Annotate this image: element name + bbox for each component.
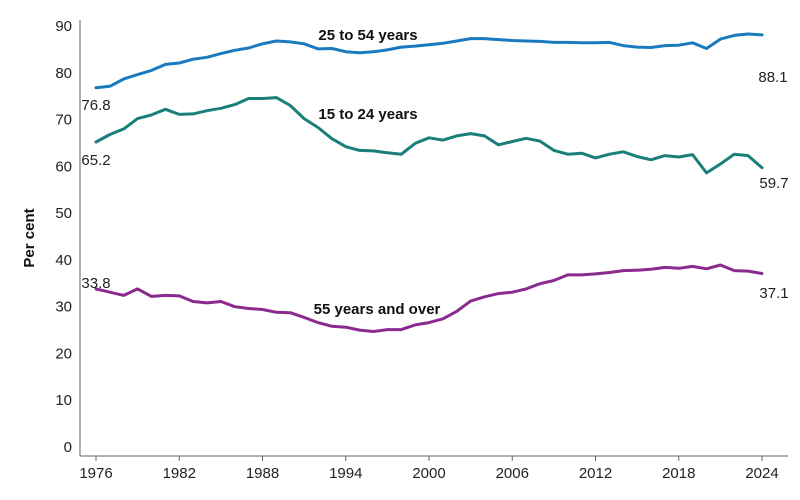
end-value-15-24: 59.7 [759, 175, 788, 192]
series-line-15-24 [94, 96, 764, 175]
start-value-55-over: 33.8 [81, 275, 110, 292]
series-lines [94, 32, 764, 333]
y-tick-label: 50 [55, 205, 72, 222]
y-tick-label: 40 [55, 252, 72, 269]
series-label-55-over: 55 years and over [314, 301, 441, 318]
y-tick-label: 20 [55, 345, 72, 362]
series-label-25-54: 25 to 54 years [318, 27, 417, 44]
y-tick-label: 30 [55, 299, 72, 316]
x-tick-label: 2024 [745, 465, 778, 482]
y-tick-label: 0 [64, 439, 72, 456]
x-tick-label: 2018 [662, 465, 695, 482]
y-tick-label: 10 [55, 392, 72, 409]
x-tick-label: 1976 [79, 465, 112, 482]
y-tick-label: 60 [55, 158, 72, 175]
series-label-15-24: 15 to 24 years [318, 106, 417, 123]
x-tick-label: 2006 [496, 465, 529, 482]
y-axis-title: Per cent [21, 208, 38, 267]
x-tick-label: 2012 [579, 465, 612, 482]
chart-axes [79, 20, 788, 457]
series-labels: 25 to 54 years 15 to 24 years 55 years a… [81, 27, 788, 318]
x-tick-label: 1988 [246, 465, 279, 482]
series-line-25-54 [94, 32, 764, 90]
y-tick-label: 90 [55, 18, 72, 35]
end-value-25-54: 88.1 [758, 69, 787, 86]
start-value-25-54: 76.8 [81, 97, 110, 114]
y-tick-label: 80 [55, 65, 72, 82]
series-line-55-over [94, 263, 764, 333]
y-tick-label: 70 [55, 112, 72, 129]
x-tick-label: 1994 [329, 465, 362, 482]
x-tick-label: 2000 [412, 465, 445, 482]
x-tick-label: 1982 [163, 465, 196, 482]
x-axis-ticks: 1976 1982 1988 1994 2000 2006 2012 2018 2024 [79, 456, 779, 482]
start-value-15-24: 65.2 [81, 152, 110, 169]
y-axis-ticks: 0 10 20 30 40 50 60 70 80 90 [55, 18, 72, 456]
end-value-55-over: 37.1 [759, 285, 788, 302]
